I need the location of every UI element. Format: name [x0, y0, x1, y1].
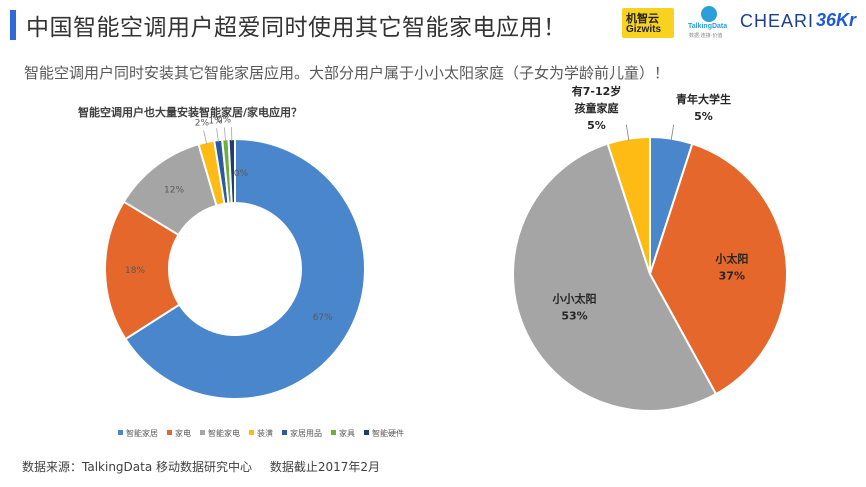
gizwits-logo-en: Gizwits — [626, 24, 662, 35]
pie-data-label-3-line-0: 有7-12岁 — [572, 84, 622, 98]
legend-item-1: 家电 — [167, 428, 191, 439]
donut-slice-1 — [104, 200, 181, 341]
gizwits-logo: 机智云 Gizwits — [622, 8, 674, 38]
legend-item-0: 智能家居 — [118, 428, 158, 439]
page-title: 中国智能空调用户超爱同时使用其它智能家电应用！ — [26, 15, 567, 41]
legend-label-4: 家居用品 — [290, 429, 322, 438]
talkingdata-logo-mark — [701, 6, 717, 22]
legend-item-3: 装潢 — [249, 428, 273, 439]
donut-leader-3 — [203, 130, 208, 145]
donut-slice-0 — [124, 137, 366, 400]
pie-leader-0 — [670, 124, 675, 141]
pie-slice-2 — [512, 142, 718, 412]
kr36-logo: 36Kr — [816, 10, 857, 30]
data-source-text: 数据来源：TalkingData 移动数据研究中心 — [22, 460, 253, 474]
pie-data-label-2-line-1: 53% — [561, 310, 587, 323]
legend-swatch-0 — [118, 430, 123, 435]
pie-leader-3 — [625, 124, 630, 141]
donut-data-label-5: 0% — [217, 115, 232, 125]
legend-label-5: 家具 — [339, 429, 355, 438]
legend-label-1: 家电 — [175, 429, 191, 438]
donut-leader-4 — [216, 128, 219, 143]
legend-label-3: 装潢 — [257, 429, 273, 438]
legend-swatch-4 — [282, 430, 287, 435]
donut-data-label-3: 2% — [195, 119, 210, 129]
donut-chart-legend: 智能家居 家电 智能家电 装潢 家居用品 家具 智能硬件 — [118, 428, 413, 439]
data-source: 数据来源：TalkingData 移动数据研究中心 数据截止2017年2月 — [22, 458, 380, 475]
legend-item-5: 家具 — [331, 428, 355, 439]
cheari-logo: CHEARI — [740, 11, 815, 31]
pie-data-label-3-line-1: 孩童家庭 — [575, 101, 619, 115]
talkingdata-logo-sub: 数据·连接·价值 — [689, 33, 723, 39]
donut-data-label-1: 18% — [125, 266, 145, 276]
pie-data-label-0-line-0: 青年大学生 — [676, 92, 731, 106]
legend-label-0: 智能家居 — [126, 429, 158, 438]
legend-item-2: 智能家电 — [200, 428, 240, 439]
pie-data-label-1-line-1: 37% — [719, 269, 745, 282]
title-accent-bar — [10, 10, 16, 40]
pie-data-label-3-line-2: 5% — [587, 119, 606, 132]
donut-leader-5 — [224, 127, 226, 142]
legend-swatch-5 — [331, 430, 336, 435]
gizwits-logo-cn: 机智云 — [626, 13, 659, 25]
legend-label-2: 智能家电 — [208, 429, 240, 438]
donut-chart-title: 智能空调用户也大量安装智能家居/家电应用？ — [78, 106, 303, 119]
data-cutoff-text: 数据截止2017年2月 — [269, 460, 381, 474]
legend-item-4: 家居用品 — [282, 428, 322, 439]
header: 中国智能空调用户超爱同时使用其它智能家电应用！ — [0, 6, 866, 42]
legend-swatch-2 — [200, 430, 205, 435]
talkingdata-logo-text: TalkingData — [688, 23, 728, 30]
donut-data-label-6: 0% — [234, 169, 249, 179]
legend-label-6: 智能硬件 — [372, 429, 404, 438]
legend-swatch-1 — [167, 430, 172, 435]
donut-data-label-2: 12% — [164, 186, 184, 196]
legend-swatch-3 — [249, 430, 254, 435]
pie-data-label-0-line-1: 5% — [694, 110, 713, 123]
donut-data-label-0: 67% — [313, 313, 333, 323]
talkingdata-logo: TalkingData 数据·连接·价值 — [688, 6, 730, 40]
pie-slice-1 — [648, 142, 788, 396]
donut-slice-6 — [227, 137, 236, 205]
legend-swatch-6 — [364, 430, 369, 435]
donut-data-label-4: 1% — [208, 116, 223, 126]
page-subtitle: 智能空调用户同时安装其它智能家居应用。大部分用户属于小小太阳家庭（子女为学龄前儿… — [24, 64, 670, 82]
legend-item-6: 智能硬件 — [364, 428, 404, 439]
pie-data-label-2-line-0: 小小太阳 — [552, 292, 597, 306]
pie-data-label-1-line-0: 小太阳 — [714, 251, 748, 265]
